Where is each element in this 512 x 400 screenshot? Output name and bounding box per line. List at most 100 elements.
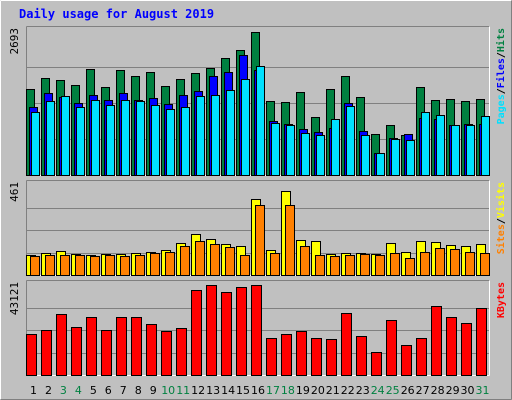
series-kbytes [26, 285, 487, 376]
bar-sites-day-25 [390, 253, 400, 276]
bar-kbytes-day-8 [131, 317, 142, 376]
day-label: 10 [161, 384, 175, 397]
bar-kbytes-day-9 [146, 324, 157, 376]
legend-entry: KBytes [496, 282, 507, 318]
day-label: 18 [281, 384, 295, 397]
bar-pages-day-12 [196, 96, 205, 176]
bar-pages-day-28 [436, 115, 445, 176]
bar-pages-day-29 [451, 125, 460, 176]
bar-pages-day-4 [76, 107, 85, 176]
bar-sites-day-11 [180, 246, 190, 276]
bar-sites-day-14 [225, 247, 235, 276]
day-label: 31 [476, 384, 490, 397]
y-max-label: 461 [8, 182, 21, 202]
day-label: 25 [386, 384, 400, 397]
bar-sites-day-29 [450, 249, 460, 276]
day-label: 22 [341, 384, 355, 397]
bar-kbytes-day-14 [221, 292, 232, 376]
bar-pages-day-2 [46, 101, 55, 176]
day-label: 11 [176, 384, 190, 397]
legend-entry: Pages [496, 94, 507, 124]
panel-legend: KBytes [496, 282, 507, 318]
day-label: 16 [251, 384, 265, 397]
day-label: 14 [221, 384, 235, 397]
bar-sites-day-15 [240, 255, 250, 276]
bar-sites-day-23 [360, 254, 370, 276]
day-label: 12 [191, 384, 205, 397]
day-label: 27 [416, 384, 430, 397]
bar-pages-day-11 [181, 107, 190, 176]
bar-kbytes-day-1 [26, 334, 37, 376]
bar-pages-day-13 [211, 95, 220, 176]
day-label: 2 [45, 384, 52, 397]
bar-kbytes-day-26 [401, 345, 412, 376]
bar-pages-day-25 [391, 139, 400, 176]
panel-visits-sites: 461 Sites/Visits [8, 180, 507, 276]
bar-pages-day-21 [331, 119, 340, 176]
bar-sites-day-2 [45, 255, 55, 276]
day-label: 17 [266, 384, 280, 397]
bar-sites-day-8 [135, 255, 145, 276]
day-label: 21 [326, 384, 340, 397]
bar-pages-day-3 [61, 96, 70, 176]
bar-kbytes-day-21 [326, 339, 337, 376]
day-label: 3 [60, 384, 67, 397]
legend-entry: Visits [495, 182, 507, 218]
bar-sites-day-5 [90, 256, 100, 276]
bar-sites-day-28 [435, 248, 445, 276]
bar-pages-day-23 [361, 135, 370, 176]
bar-kbytes-day-13 [206, 285, 217, 376]
bar-sites-day-10 [165, 252, 175, 276]
bar-kbytes-day-15 [236, 287, 247, 376]
day-label: 29 [446, 384, 460, 397]
bar-pages-day-26 [406, 140, 415, 176]
bar-sites-day-16 [255, 205, 265, 276]
bar-pages-day-15 [241, 79, 250, 176]
bar-pages-day-24 [376, 153, 385, 176]
bar-kbytes-day-5 [86, 317, 97, 376]
chart-title: Daily usage for August 2019 [19, 7, 214, 21]
legend-entry: Files [495, 58, 507, 88]
bar-kbytes-day-24 [371, 352, 382, 376]
day-label: 20 [311, 384, 325, 397]
bar-pages-day-1 [31, 112, 40, 176]
bar-pages-day-10 [166, 109, 175, 176]
bar-sites-day-12 [195, 241, 205, 276]
bar-sites-day-24 [375, 255, 385, 276]
bar-sites-day-22 [345, 255, 355, 276]
bar-sites-day-4 [75, 255, 85, 276]
bar-pages-day-14 [226, 90, 235, 176]
bar-pages-day-19 [301, 133, 310, 176]
bar-sites-day-20 [315, 255, 325, 276]
day-label: 23 [356, 384, 370, 397]
day-label: 5 [90, 384, 97, 397]
y-max-label: 2693 [8, 28, 21, 55]
bar-pages-day-7 [121, 100, 130, 176]
bar-pages-day-27 [421, 112, 430, 176]
bar-kbytes-day-23 [356, 336, 367, 376]
bar-kbytes-day-29 [446, 317, 457, 376]
panel-kbytes: 43121 KBytes [8, 280, 507, 376]
day-label: 9 [150, 384, 157, 397]
bar-pages-day-18 [286, 125, 295, 176]
bar-pages-day-17 [271, 123, 280, 176]
bar-kbytes-day-18 [281, 334, 292, 376]
bar-sites-day-17 [270, 253, 280, 276]
bar-pages-day-20 [316, 135, 325, 176]
day-label: 8 [135, 384, 142, 397]
legend-entry: / [496, 88, 507, 94]
bar-sites-day-1 [30, 256, 40, 276]
bar-kbytes-day-22 [341, 313, 352, 376]
bar-kbytes-day-16 [251, 285, 262, 376]
bar-kbytes-day-19 [296, 331, 307, 376]
bar-pages-day-22 [346, 106, 355, 176]
panel-legend: Pages/Files/Hits [495, 28, 507, 124]
day-label: 1 [30, 384, 37, 397]
legend-entry: Hits [495, 28, 507, 52]
bar-kbytes-day-7 [116, 317, 127, 376]
day-label: 15 [236, 384, 250, 397]
bar-sites-day-18 [285, 205, 295, 276]
panel-legend: Sites/Visits [495, 182, 507, 254]
